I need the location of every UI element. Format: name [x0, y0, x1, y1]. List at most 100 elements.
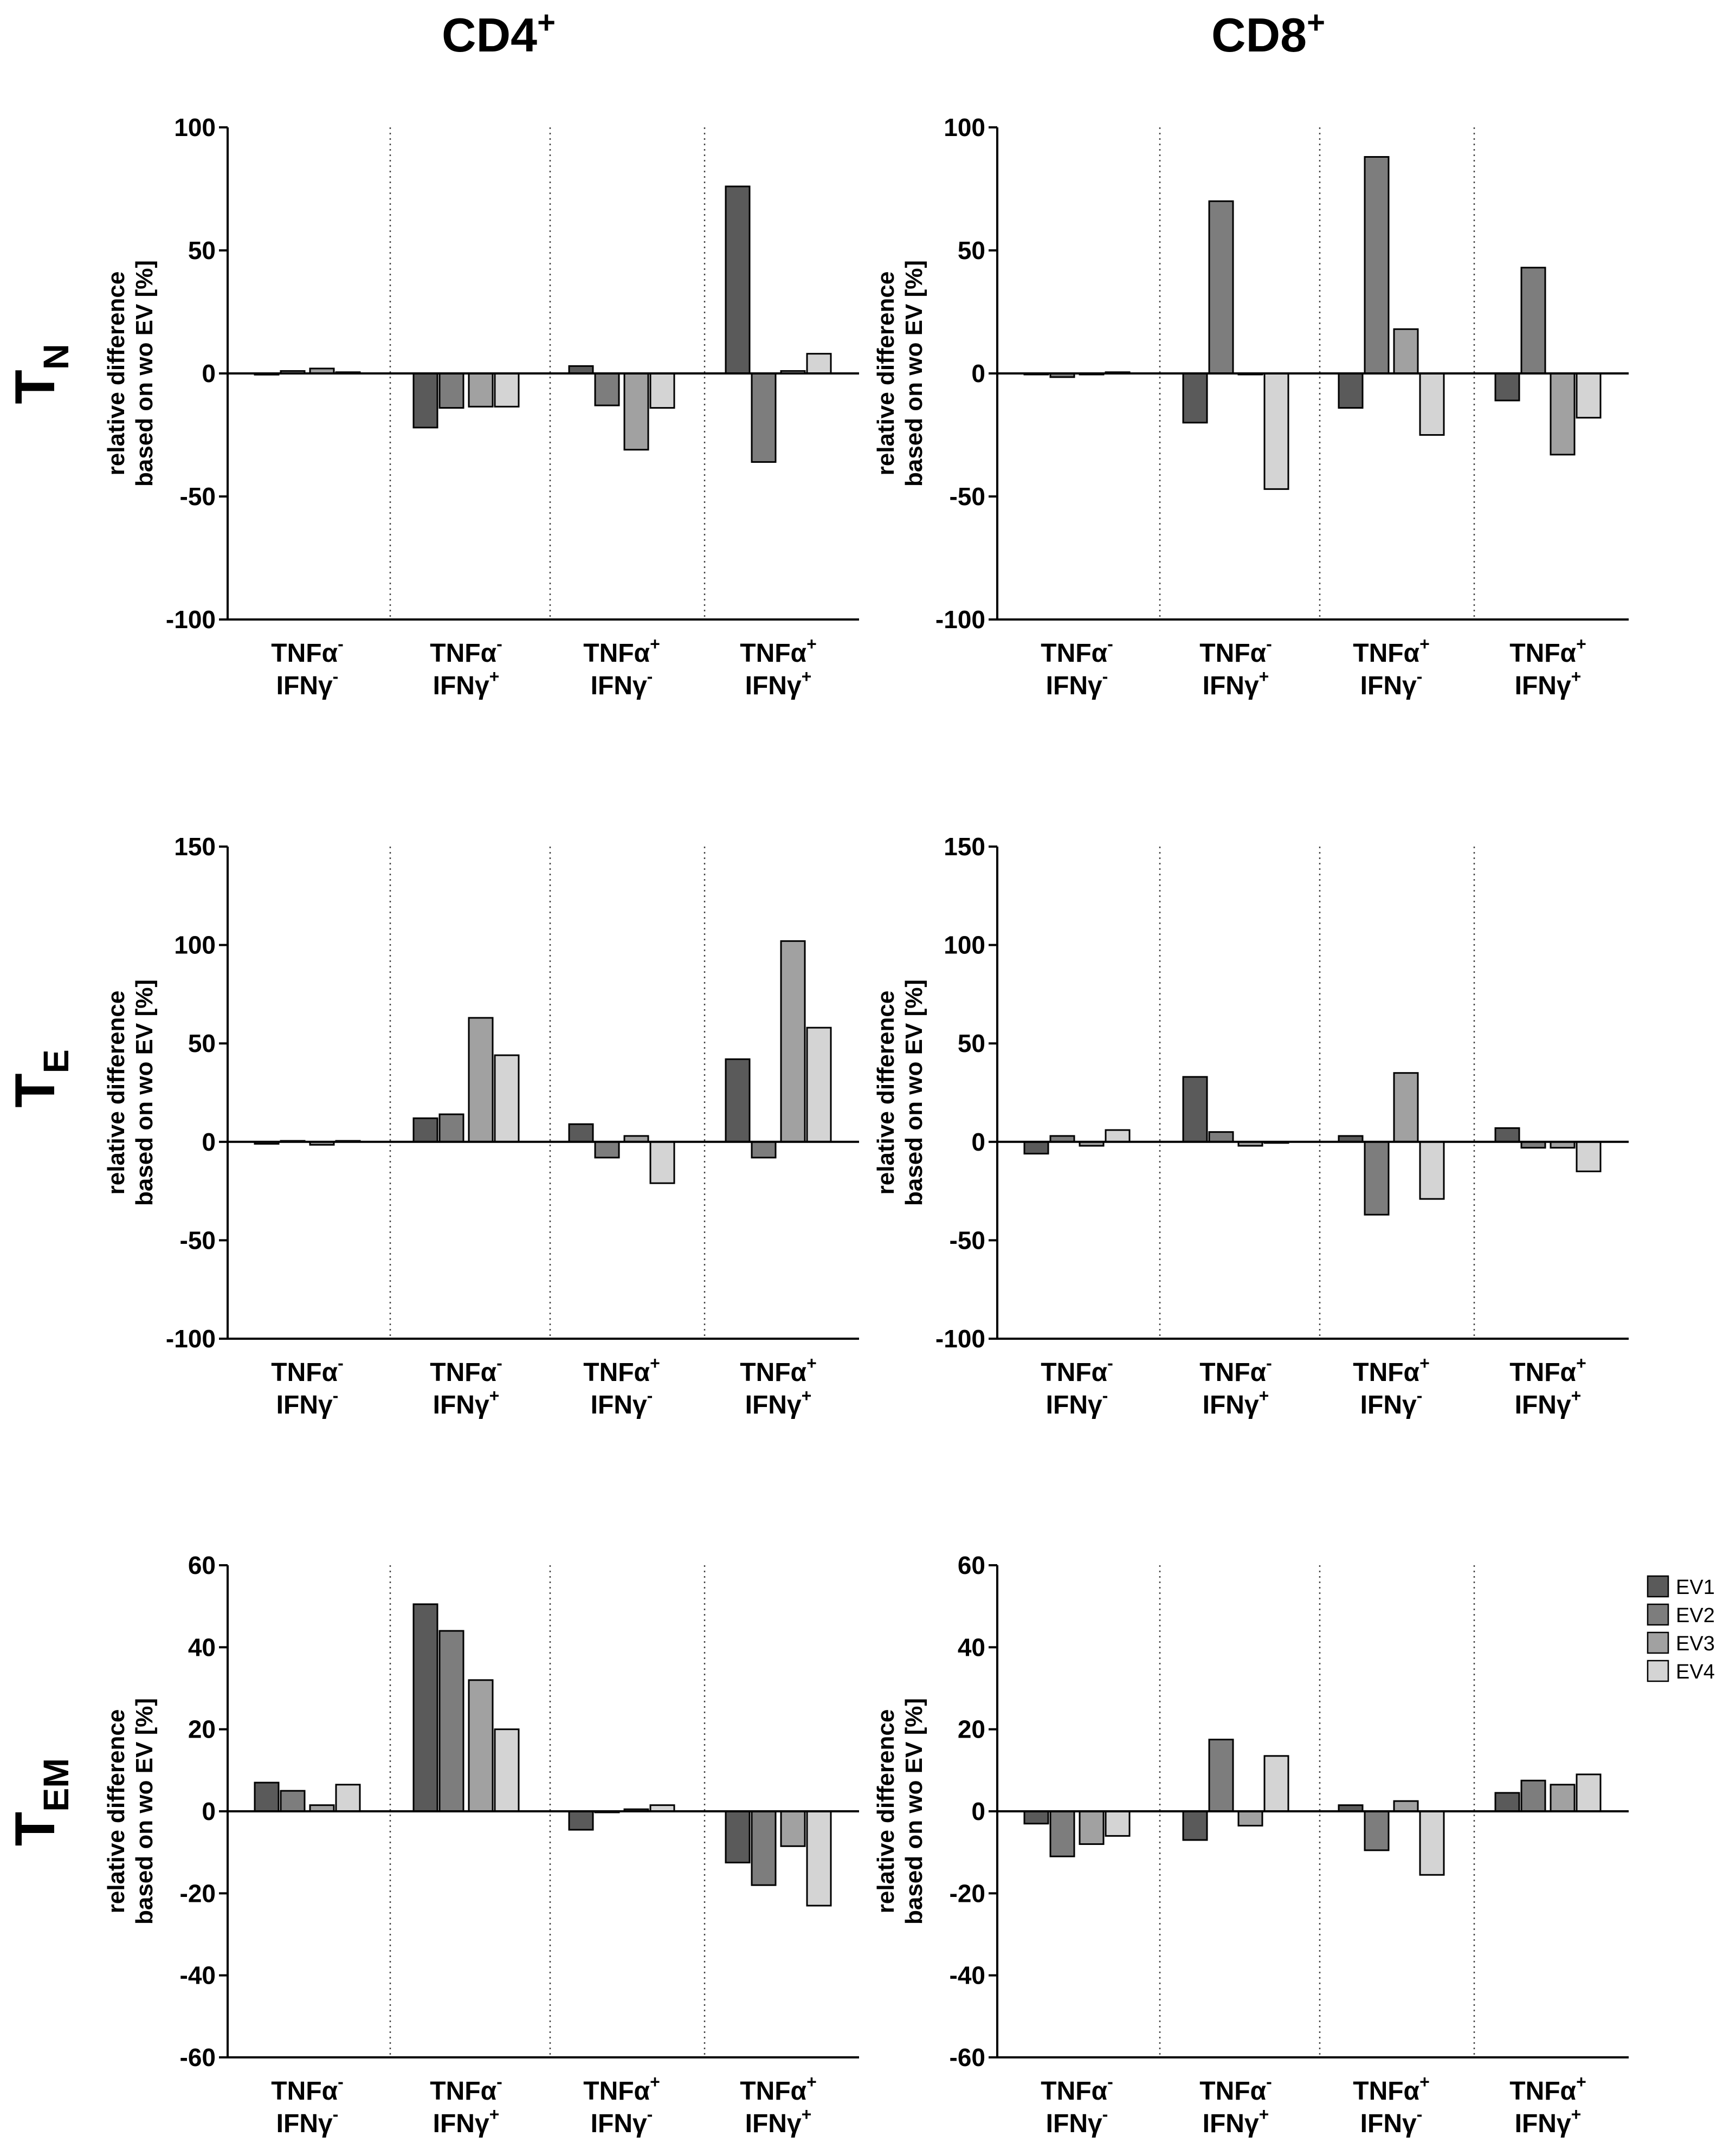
category-label-line1: TNFα+	[1353, 634, 1430, 668]
bar-ev1-cat4	[1494, 1792, 1520, 1812]
category-label-line2: IFNγ-	[591, 667, 653, 700]
category-label-line1: TNFα-	[1199, 2072, 1272, 2106]
category-label-line1: TNFα-	[271, 634, 343, 668]
y-tick-label: 0	[971, 1797, 985, 1825]
y-tick-label: -50	[180, 1226, 216, 1254]
bar-ev1-cat4	[725, 185, 751, 375]
panel-cd8-tem: relative differencebased on wo EV [%] 60 4…	[873, 1551, 1629, 2138]
bar-ev1-cat2	[1182, 1076, 1208, 1143]
bar-ev4-cat2	[494, 372, 520, 408]
y-tick-label: 60	[958, 1551, 985, 1579]
category-label-line1: TNFα-	[430, 634, 502, 668]
category-label-line2: IFNγ-	[276, 1386, 339, 1419]
row-label-tem: TEM	[4, 1758, 76, 1847]
bar-ev4-cat1	[335, 1784, 361, 1812]
y-axis-label: relative differencebased on wo EV [%]	[873, 1698, 927, 1925]
category-label-line2: IFNγ+	[745, 2105, 812, 2138]
bar-ev1-cat1	[1023, 1141, 1049, 1155]
bar-ev2-cat2	[438, 372, 464, 409]
bar-ev1-cat1	[1023, 1810, 1049, 1825]
category-label-line1: TNFα-	[1199, 634, 1272, 668]
y-tick-label: -40	[180, 1961, 216, 1990]
y-tick-label: 40	[958, 1633, 985, 1661]
bar-ev4-cat4	[806, 1810, 832, 1907]
bar-ev4-cat3	[1419, 372, 1445, 436]
category-label-line2: IFNγ-	[276, 667, 339, 700]
category-label-line1: TNFα-	[271, 1353, 343, 1387]
y-tick-label: -20	[950, 1879, 985, 1907]
bar-ev2-cat1	[280, 1790, 306, 1812]
bar-ev2-cat2	[1208, 1131, 1234, 1143]
y-tick-label: 150	[174, 832, 216, 861]
legend: EV1 EV2 EV3 EV4	[1647, 1575, 1715, 1683]
bar-ev2-cat3	[1364, 1141, 1390, 1216]
bar-ev3-cat4	[780, 1810, 806, 1847]
category-label-line1: TNFα-	[1199, 1353, 1272, 1387]
y-tick-label: 0	[202, 1797, 216, 1825]
y-tick-label: -100	[935, 605, 985, 634]
category-label-line2: IFNγ+	[433, 1386, 500, 1419]
y-tick-label: 100	[944, 113, 985, 141]
bar-ev2-cat4	[751, 372, 777, 463]
bar-ev4-cat4	[1576, 1773, 1602, 1812]
y-tick-label: 40	[188, 1633, 216, 1661]
y-tick-label: -100	[166, 1325, 216, 1353]
bar-ev1-cat1	[254, 1781, 280, 1812]
bar-ev4-cat4	[806, 353, 832, 375]
category-label-line2: IFNγ+	[745, 667, 812, 700]
row-label-te: TE	[4, 1049, 76, 1108]
category-label-line2: IFNγ-	[1360, 1386, 1423, 1419]
y-axis-label: relative differencebased on wo EV [%]	[873, 979, 927, 1206]
bar-ev2-cat3	[594, 1141, 620, 1159]
category-label-line1: TNFα+	[583, 2072, 660, 2106]
category-label-line1: TNFα+	[1353, 1353, 1430, 1387]
category-label-line1: TNFα+	[1509, 1353, 1586, 1387]
bar-ev3-cat4	[1550, 1784, 1576, 1812]
category-label-line2: IFNγ+	[1203, 667, 1269, 700]
legend-label-ev2: EV2	[1676, 1604, 1715, 1627]
bar-ev1-cat4	[725, 1810, 751, 1864]
column-title-cd8: CD8+	[1211, 5, 1325, 62]
row-label-tn: TN	[4, 344, 76, 404]
category-label-line2: IFNγ-	[1046, 1386, 1108, 1419]
category-label-line1: TNFα-	[1041, 2072, 1113, 2106]
bar-ev1-cat3	[568, 1810, 594, 1831]
category-label-line1: TNFα-	[1041, 1353, 1113, 1387]
bar-ev3-cat3	[623, 372, 649, 451]
bar-ev3-cat3	[1393, 328, 1419, 375]
y-tick-label: -60	[950, 2043, 985, 2071]
legend-swatch-ev1	[1647, 1575, 1669, 1598]
y-tick-label: 50	[958, 1029, 985, 1057]
category-label-line1: TNFα-	[430, 2072, 502, 2106]
bar-ev2-cat3	[594, 372, 620, 406]
bar-ev1-cat2	[412, 372, 438, 429]
category-label-line2: IFNγ+	[433, 2105, 500, 2138]
y-tick-label: 100	[944, 931, 985, 959]
y-tick-label: -100	[935, 1325, 985, 1353]
category-label-line2: IFNγ-	[1360, 667, 1423, 700]
category-label-line1: TNFα-	[430, 1353, 502, 1387]
y-tick-label: -20	[180, 1879, 216, 1907]
y-tick-label: 0	[202, 359, 216, 388]
bar-ev2-cat4	[751, 1141, 777, 1159]
y-tick-label: 100	[174, 931, 216, 959]
panel-cd4-tem: relative differencebased on wo EV [%] 60 4…	[103, 1551, 859, 2138]
bar-ev1-cat2	[1182, 372, 1208, 424]
category-label-line1: TNFα+	[1353, 2072, 1430, 2106]
bar-ev3-cat2	[468, 1679, 494, 1812]
bar-ev4-cat3	[1419, 1810, 1445, 1876]
bar-ev4-cat3	[649, 372, 675, 409]
bar-ev4-cat2	[494, 1054, 520, 1143]
y-tick-label: 0	[202, 1128, 216, 1156]
bar-ev2-cat3	[1364, 156, 1390, 375]
y-tick-label: 20	[958, 1715, 985, 1744]
category-label-line2: IFNγ-	[1046, 2105, 1108, 2138]
category-label-line2: IFNγ+	[1515, 667, 1582, 700]
category-label-line2: IFNγ-	[1360, 2105, 1423, 2138]
category-label-line1: TNFα-	[271, 2072, 343, 2106]
bar-ev2-cat4	[751, 1810, 777, 1886]
bar-ev3-cat4	[1550, 372, 1576, 456]
category-label-line2: IFNγ-	[276, 2105, 339, 2138]
bar-ev1-cat3	[1338, 372, 1364, 409]
y-axis-label: relative differencebased on wo EV [%]	[873, 260, 927, 487]
